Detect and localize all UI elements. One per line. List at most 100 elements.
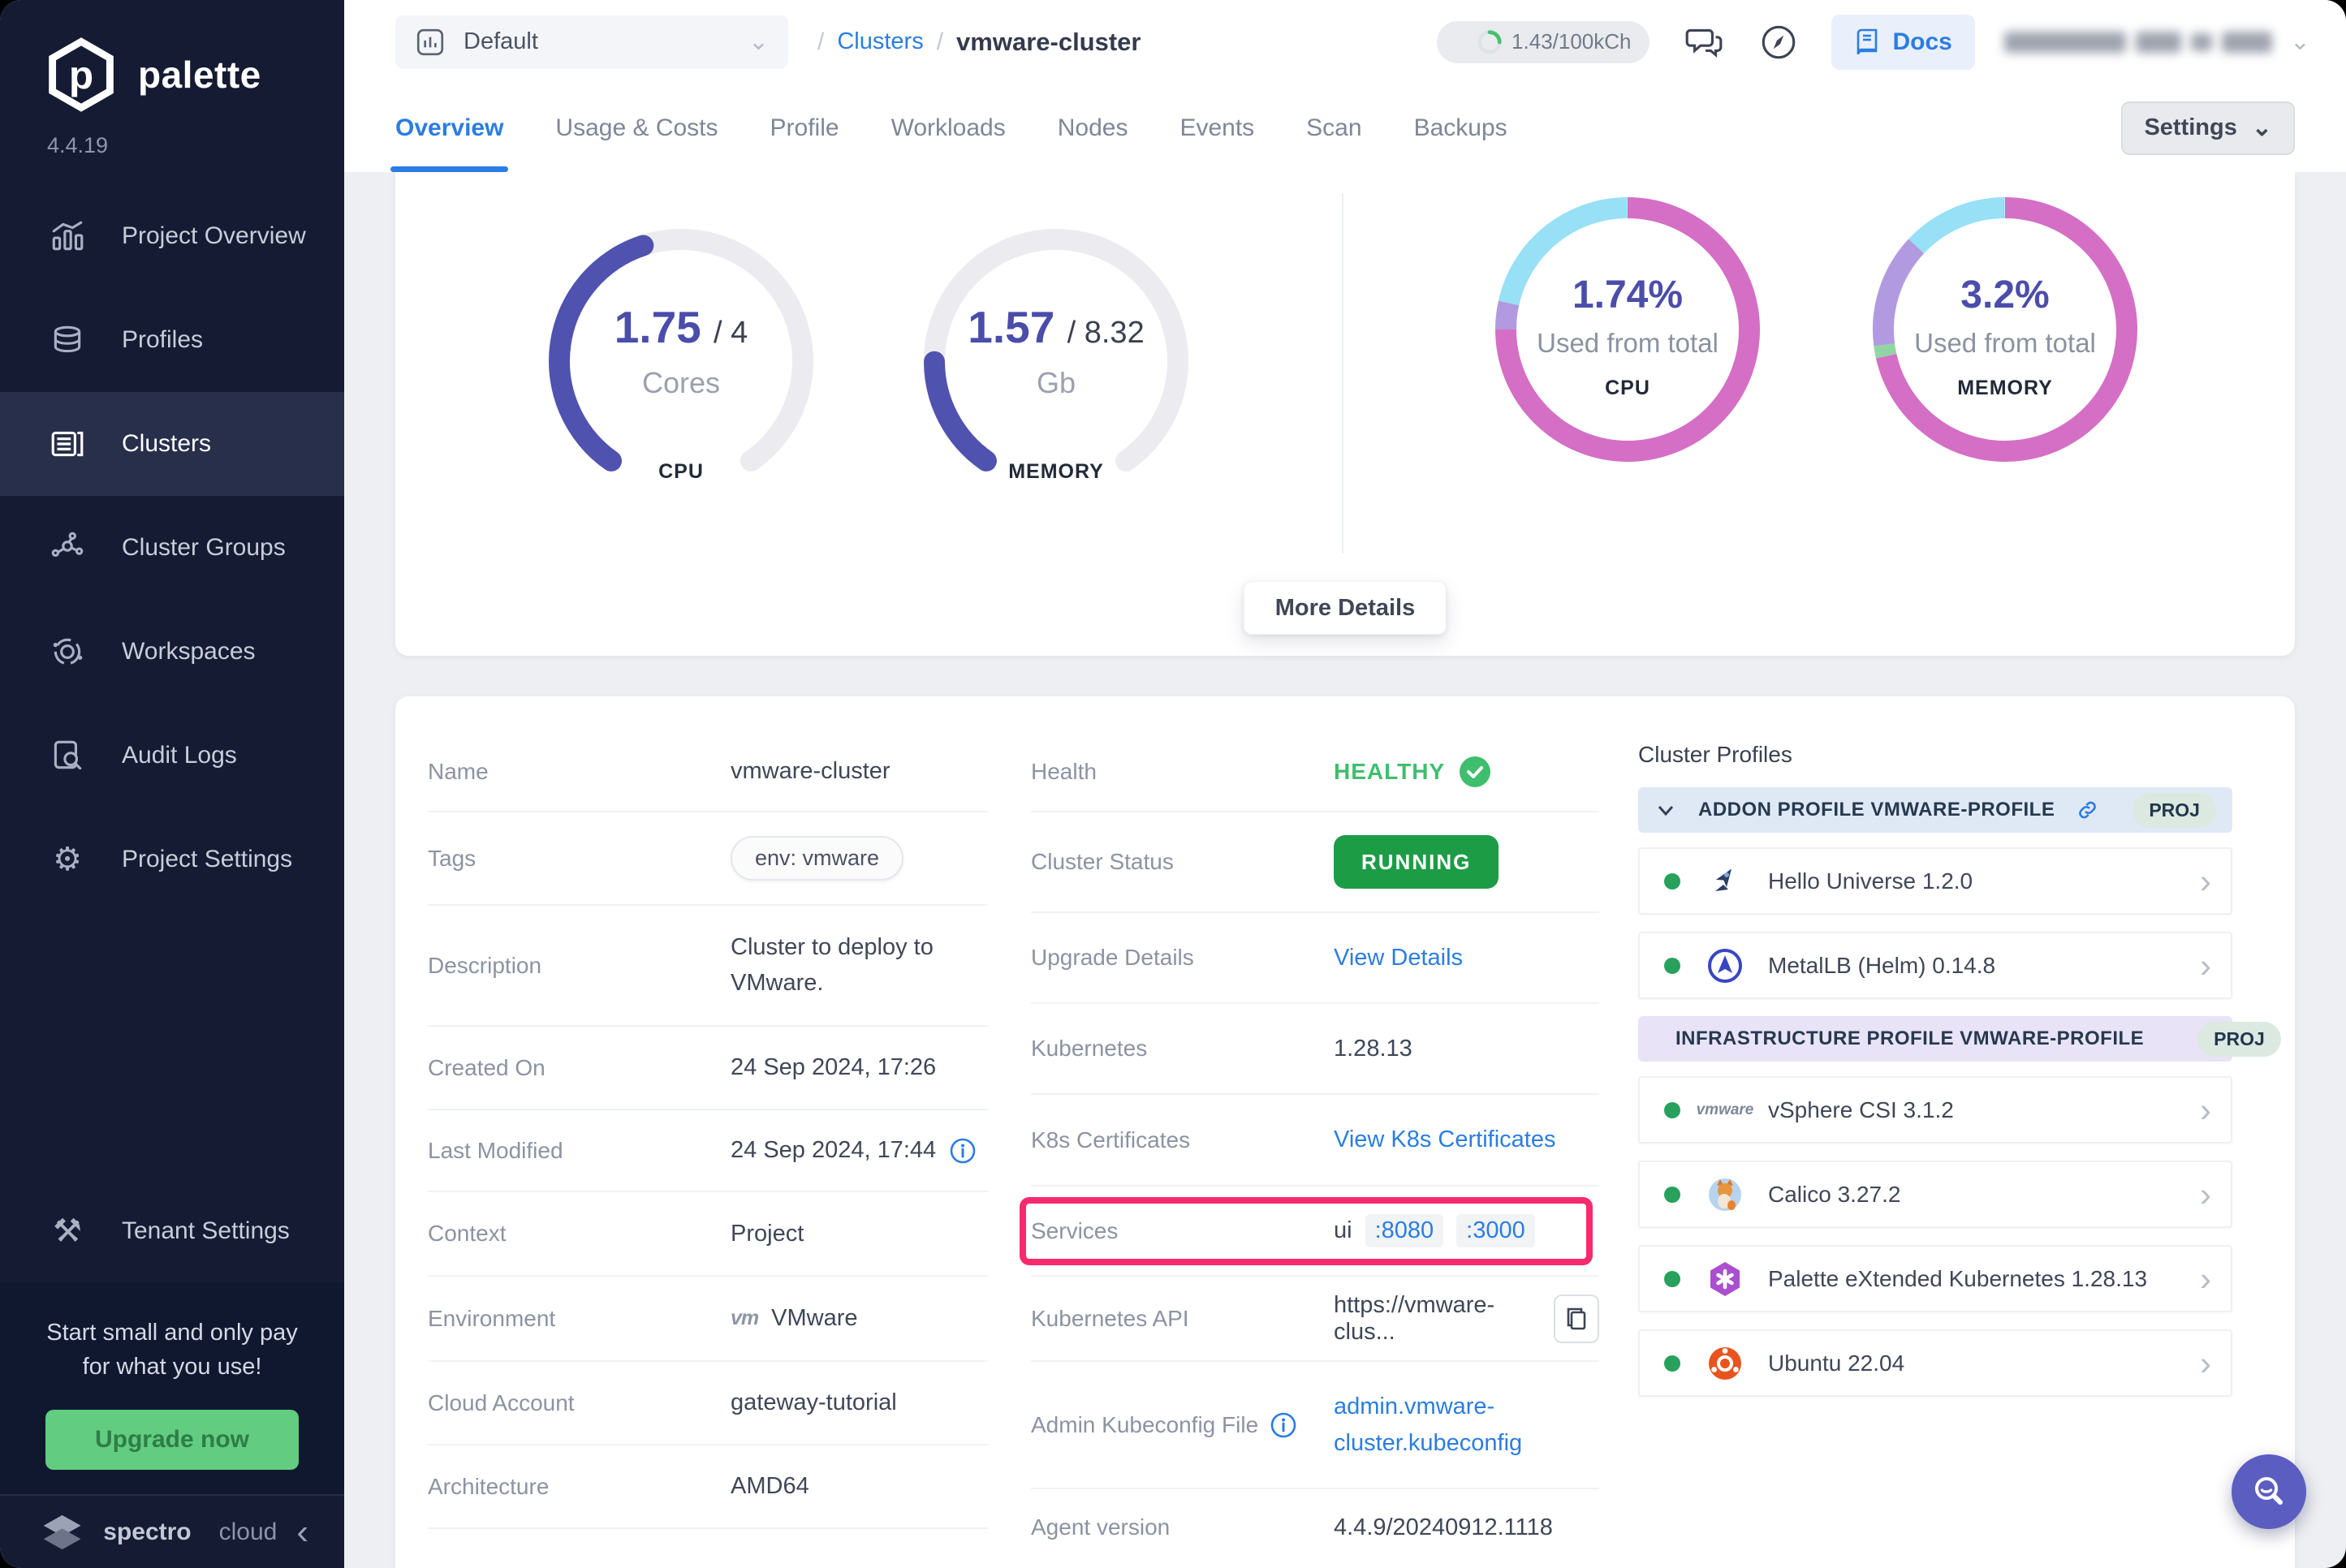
memory-used-value: 1.57 [968, 302, 1055, 352]
row-label: Cloud Account [428, 1389, 575, 1415]
sidebar-item-tenant-settings[interactable]: ⚒ Tenant Settings [0, 1179, 344, 1283]
detail-row-architecture: Architecture AMD64 [428, 1445, 988, 1529]
svg-text:p: p [69, 54, 93, 98]
sidebar-item-cluster-groups[interactable]: Cluster Groups [0, 496, 344, 600]
breadcrumb-separator: / [936, 28, 944, 55]
sidebar-item-profiles[interactable]: Profiles [0, 288, 344, 392]
memory-gauge-label: MEMORY [1008, 460, 1104, 483]
tab-nodes[interactable]: Nodes [1058, 84, 1128, 172]
infrastructure-profile-header[interactable]: INFRASTRUCTURE PROFILE VMWARE-PROFILE PR… [1638, 1016, 2281, 1062]
profile-item-vsphere-csi[interactable]: vmware vSphere CSI 3.1.2 › [1638, 1076, 2232, 1144]
breadcrumb-clusters-link[interactable]: Clusters [837, 28, 924, 54]
kubernetes-version-value: 1.28.13 [1334, 1035, 1412, 1062]
tag-chip[interactable]: env: vmware [731, 836, 904, 881]
topbar-actions: 1.43/100kCh Docs ⌄ [1436, 14, 2310, 70]
collapse-sidebar-icon[interactable]: ‹ [296, 1511, 308, 1552]
profile-item-ubuntu[interactable]: Ubuntu 22.04 › [1638, 1329, 2232, 1397]
environment-value: VMware [771, 1305, 858, 1331]
docs-button[interactable]: Docs [1831, 14, 1975, 70]
project-selector[interactable]: Default ⌄ [395, 15, 788, 69]
cluster-details-card: Name vmware-cluster Tags env: vmware Des… [395, 696, 2295, 1568]
detail-row-health: Health HEALTHY [1031, 732, 1599, 812]
usage-ring-icon [1477, 29, 1502, 54]
check-circle-icon [1460, 756, 1491, 787]
context-value: Project [731, 1220, 804, 1247]
breadcrumb-current: vmware-cluster [956, 27, 1141, 56]
usage-credits-badge[interactable]: 1.43/100kCh [1436, 20, 1650, 63]
settings-dropdown-button[interactable]: Settings ⌄ [2121, 101, 2295, 155]
sidebar-item-audit-logs[interactable]: Audit Logs [0, 704, 344, 808]
profile-item-hello-universe[interactable]: Hello Universe 1.2.0 › [1638, 847, 2232, 915]
copy-button[interactable] [1553, 1294, 1599, 1343]
compass-icon[interactable] [1758, 22, 1799, 62]
memory-donut-caption: Used from total [1914, 328, 2096, 358]
tab-label: Backups [1413, 114, 1507, 141]
tab-overview[interactable]: Overview [390, 84, 509, 172]
project-selector-value: Default [464, 28, 538, 54]
tab-scan[interactable]: Scan [1306, 84, 1361, 172]
cpu-donut-label: CPU [1605, 377, 1650, 399]
upgrade-now-button[interactable]: Upgrade now [45, 1410, 299, 1470]
profile-header-label: ADDON PROFILE VMWARE-PROFILE [1698, 799, 2055, 821]
palette-logo-icon: p [49, 37, 114, 112]
details-left-column: Name vmware-cluster Tags env: vmware Des… [428, 732, 988, 1568]
row-label: Agent version [1031, 1514, 1171, 1540]
tab-workloads[interactable]: Workloads [891, 84, 1006, 172]
cloud-account-value: gateway-tutorial [731, 1389, 897, 1415]
row-label: Architecture [428, 1473, 550, 1499]
layers-icon [47, 321, 88, 359]
search-help-fab[interactable] [2232, 1454, 2306, 1529]
more-details-button[interactable]: More Details [1243, 581, 1447, 635]
view-k8s-certificates-link[interactable]: View K8s Certificates [1334, 1126, 1556, 1152]
project-overview-icon [47, 218, 88, 255]
breadcrumb: / Clusters / vmware-cluster [817, 28, 1141, 57]
status-dot [1664, 1355, 1680, 1372]
detail-row-created-on: Created On 24 Sep 2024, 17:26 [428, 1027, 988, 1110]
detail-row-context: Context Project [428, 1192, 988, 1277]
user-menu[interactable]: ⌄ [2003, 28, 2310, 56]
profile-item-label: Palette eXtended Kubernetes 1.28.13 [1768, 1265, 2148, 1291]
sidebar-item-clusters[interactable]: Clusters [0, 392, 344, 496]
chevron-right-icon: › [2200, 1343, 2211, 1382]
tab-label: Nodes [1057, 114, 1128, 141]
sidebar-item-project-overview[interactable]: Project Overview [0, 184, 344, 288]
status-dot [1664, 1101, 1680, 1118]
sidebar-item-workspaces[interactable]: Workspaces [0, 600, 344, 704]
view-details-link[interactable]: View Details [1334, 944, 1464, 971]
tab-label: Scan [1306, 114, 1362, 141]
gear-icon: ⚙ [53, 841, 82, 878]
info-icon[interactable] [1270, 1411, 1297, 1439]
sidebar-item-project-settings[interactable]: ⚙ Project Settings [0, 808, 344, 911]
tab-events[interactable]: Events [1179, 84, 1254, 172]
profile-item-metallb[interactable]: MetalLB (Helm) 0.14.8 › [1638, 932, 2232, 999]
chat-icon[interactable] [1684, 22, 1724, 62]
profile-item-palette-extended-kubernetes[interactable]: Palette eXtended Kubernetes 1.28.13 › [1638, 1245, 2232, 1312]
profile-item-label: Ubuntu 22.04 [1768, 1350, 1905, 1376]
row-label: Upgrade Details [1031, 945, 1194, 970]
profile-header-label: INFRASTRUCTURE PROFILE VMWARE-PROFILE [1675, 1027, 2145, 1049]
service-port-8080-link[interactable]: :8080 [1365, 1214, 1444, 1247]
addon-profile-header[interactable]: ADDON PROFILE VMWARE-PROFILE PROJ [1638, 787, 2232, 833]
cpu-total-donut: 1.74% Used from total CPU [1490, 192, 1766, 467]
addon-profile-list: Hello Universe 1.2.0 › MetalLB (Helm) 0.… [1638, 847, 2232, 999]
kubeconfig-download-link[interactable]: admin.vmware-cluster.kubeconfig [1334, 1393, 1523, 1456]
sidebar-item-label: Project Settings [122, 846, 293, 872]
user-name-redacted [2190, 32, 2212, 51]
tab-backups[interactable]: Backups [1414, 84, 1507, 172]
link-icon[interactable] [2076, 798, 2100, 822]
profile-item-calico[interactable]: Calico 3.27.2 › [1638, 1161, 2232, 1228]
tab-usage-costs[interactable]: Usage & Costs [555, 84, 718, 172]
cluster-tabs: Overview Usage & Costs Profile Workloads… [344, 84, 2346, 172]
tab-profile[interactable]: Profile [770, 84, 839, 172]
cpu-donut-caption: Used from total [1537, 328, 1719, 358]
cpu-percent-value: 1.74% [1572, 274, 1684, 317]
service-port-3000-link[interactable]: :3000 [1456, 1214, 1535, 1247]
infrastructure-profile-list: vmware vSphere CSI 3.1.2 › Calico 3.27.2… [1638, 1076, 2232, 1397]
detail-row-name: Name vmware-cluster [428, 732, 988, 812]
status-dot [1664, 957, 1680, 974]
detail-row-cluster-status: Cluster Status RUNNING [1031, 812, 1599, 913]
info-icon[interactable] [949, 1137, 977, 1165]
calico-icon [1703, 1176, 1747, 1213]
cpu-total-value: / 4 [714, 316, 748, 350]
breadcrumb-separator: / [817, 28, 825, 55]
